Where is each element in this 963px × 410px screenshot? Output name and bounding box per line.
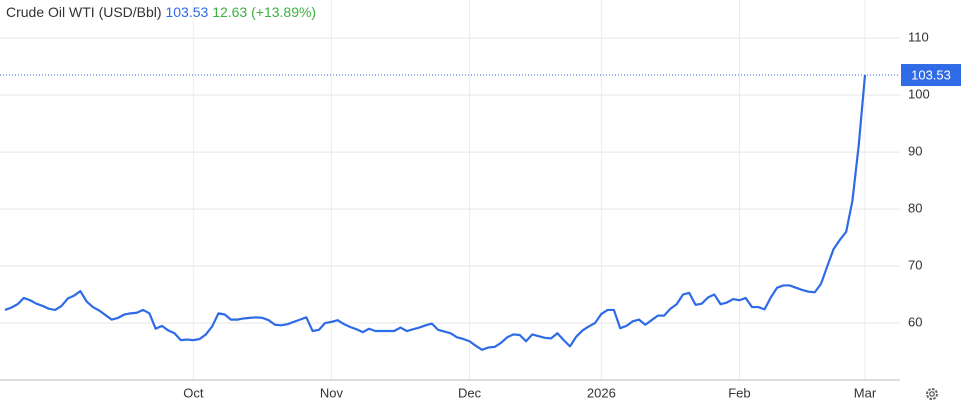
change: 12.63 (+13.89%): [212, 4, 317, 20]
header: Crude Oil WTI (USD/Bbl) 103.53 12.63 (+1…: [6, 4, 316, 20]
price-line: [4, 74, 867, 351]
y-tick-label: 90: [908, 144, 922, 159]
x-tick-label: Mar: [854, 385, 877, 400]
x-tick-label: Oct: [183, 385, 204, 400]
price: 103.53: [165, 4, 209, 20]
y-tick-label: 100: [908, 87, 930, 102]
last-price-tag: [901, 64, 961, 87]
y-tick-label: 60: [908, 314, 922, 329]
x-tick-label: Nov: [320, 385, 344, 400]
x-tick-label: 2026: [587, 385, 616, 400]
x-tick-label: Feb: [728, 385, 750, 400]
x-tick-label: Dec: [458, 385, 482, 400]
settings-icon[interactable]: [926, 388, 938, 400]
title: Crude Oil WTI (USD/Bbl): [6, 4, 162, 20]
y-tick-label: 80: [908, 201, 922, 216]
y-tick-label: 110: [908, 30, 929, 45]
last-price-label: 103.53: [911, 67, 951, 82]
y-tick-label: 70: [908, 257, 922, 272]
